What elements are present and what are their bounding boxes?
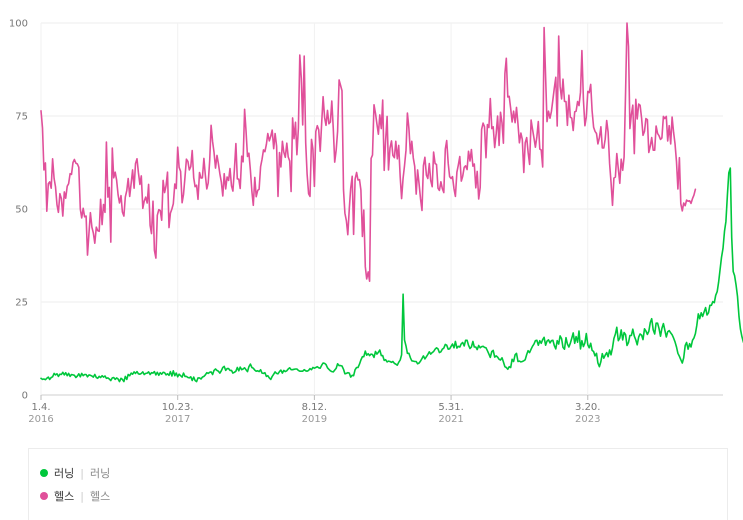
legend-label-running: 러닝 xyxy=(54,467,75,480)
legend: 러닝 | 러닝 헬스 | 헬스 xyxy=(28,448,728,520)
x-tick-label: 8.12. xyxy=(302,402,327,413)
series-line-running xyxy=(40,167,743,383)
legend-label-health: 헬스 xyxy=(54,490,75,503)
x-tick-year: 2017 xyxy=(165,414,190,425)
x-tick-label: 10.23. xyxy=(162,402,194,413)
x-tick-label: 3.20. xyxy=(575,402,600,413)
y-tick-label: 100 xyxy=(9,19,28,30)
x-tick-label: 5.31. xyxy=(438,402,463,413)
legend-dot-health xyxy=(40,492,48,500)
x-tick-year: 2019 xyxy=(302,414,327,425)
x-tick-year: 2021 xyxy=(438,414,463,425)
line-chart: 0 25 50 75 100 1.4.2016 10.23.2017 8.12.2019 5.… xyxy=(9,19,743,425)
y-tick-label: 75 xyxy=(15,112,28,123)
series-lines xyxy=(40,22,743,383)
x-axis-ticks: 1.4.2016 10.23.2017 8.12.2019 5.31.2021 3.20… xyxy=(28,395,600,425)
legend-separator: | xyxy=(80,489,84,503)
x-tick-label: 1.4. xyxy=(31,402,50,413)
legend-dot-running xyxy=(40,469,48,477)
x-tick-year: 2016 xyxy=(28,414,53,425)
legend-sub-health: 헬스 xyxy=(89,490,111,503)
y-tick-label: 25 xyxy=(15,298,28,309)
legend-sub-running: 러닝 xyxy=(89,467,111,480)
y-tick-label: 0 xyxy=(22,391,28,402)
legend-separator: | xyxy=(80,466,84,480)
legend-item-running[interactable]: 러닝 | 러닝 xyxy=(40,465,110,481)
x-tick-year: 2023 xyxy=(575,414,600,425)
legend-item-health[interactable]: 헬스 | 헬스 xyxy=(40,488,110,504)
y-tick-label: 50 xyxy=(15,205,28,216)
gridlines xyxy=(40,22,723,396)
y-axis-ticks: 0 25 50 75 100 xyxy=(9,19,28,402)
series-line-health xyxy=(40,22,697,283)
